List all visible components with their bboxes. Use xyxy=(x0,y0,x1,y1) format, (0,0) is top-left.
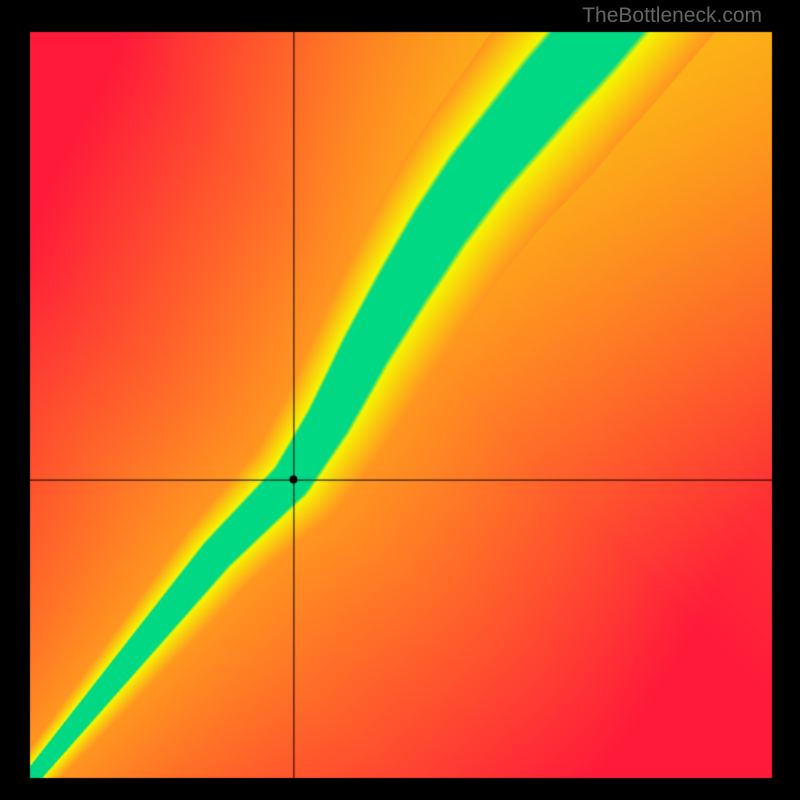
chart-container: TheBottleneck.com xyxy=(0,0,800,800)
heatmap-canvas xyxy=(0,0,800,800)
watermark: TheBottleneck.com xyxy=(582,4,762,28)
